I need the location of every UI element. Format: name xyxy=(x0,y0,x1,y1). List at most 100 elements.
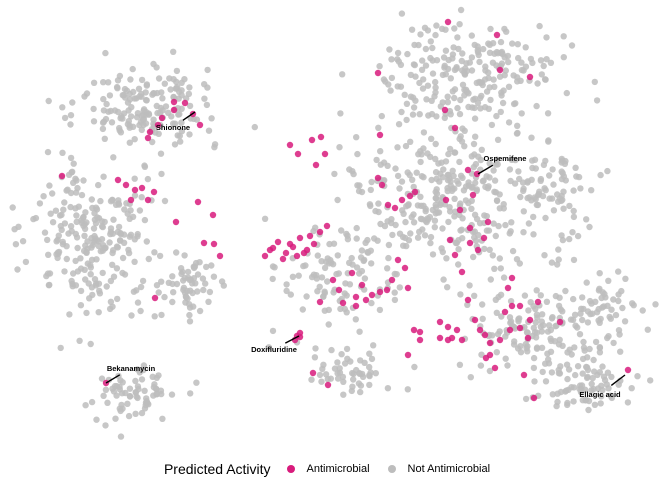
not-antimicrobial-points xyxy=(9,6,659,440)
point-not-antimicrobial xyxy=(525,307,532,314)
point-not-antimicrobial xyxy=(91,276,99,283)
point-not-antimicrobial xyxy=(468,54,476,61)
point-not-antimicrobial xyxy=(205,298,212,305)
point-not-antimicrobial xyxy=(300,262,307,270)
point-not-antimicrobial xyxy=(457,6,465,14)
point-not-antimicrobial xyxy=(445,218,452,226)
point-not-antimicrobial xyxy=(151,249,158,256)
point-not-antimicrobial xyxy=(547,59,555,66)
point-not-antimicrobial xyxy=(596,369,603,376)
point-not-antimicrobial xyxy=(106,239,113,246)
point-not-antimicrobial xyxy=(537,175,545,183)
point-not-antimicrobial xyxy=(486,367,494,375)
point-not-antimicrobial xyxy=(392,165,399,172)
point-not-antimicrobial xyxy=(470,140,478,148)
point-not-antimicrobial xyxy=(95,181,102,189)
point-not-antimicrobial xyxy=(105,108,112,115)
point-not-antimicrobial xyxy=(624,399,632,406)
point-not-antimicrobial xyxy=(485,105,492,113)
point-not-antimicrobial xyxy=(589,374,596,382)
point-not-antimicrobial xyxy=(539,368,546,376)
point-antimicrobial xyxy=(309,369,317,377)
point-not-antimicrobial xyxy=(58,211,65,219)
point-not-antimicrobial xyxy=(396,185,403,192)
point-antimicrobial xyxy=(362,296,370,304)
point-not-antimicrobial xyxy=(49,190,56,197)
point-not-antimicrobial xyxy=(437,170,444,177)
point-antimicrobial xyxy=(209,211,217,219)
point-not-antimicrobial xyxy=(592,298,599,305)
point-not-antimicrobial xyxy=(457,172,465,179)
point-antimicrobial xyxy=(296,234,304,242)
point-antimicrobial xyxy=(416,336,424,344)
point-not-antimicrobial xyxy=(95,280,103,287)
point-not-antimicrobial xyxy=(439,71,447,79)
point-not-antimicrobial xyxy=(131,258,138,265)
point-not-antimicrobial xyxy=(337,110,344,117)
point-not-antimicrobial xyxy=(432,188,439,196)
point-not-antimicrobial xyxy=(126,139,133,146)
point-not-antimicrobial xyxy=(560,54,567,61)
point-not-antimicrobial xyxy=(106,92,114,99)
point-not-antimicrobial xyxy=(126,96,134,103)
point-not-antimicrobial xyxy=(617,348,624,355)
point-not-antimicrobial xyxy=(99,125,107,133)
point-not-antimicrobial xyxy=(80,247,88,255)
point-not-antimicrobial xyxy=(429,44,436,52)
point-not-antimicrobial xyxy=(159,95,166,102)
point-not-antimicrobial xyxy=(140,106,148,113)
point-not-antimicrobial xyxy=(432,140,439,148)
point-not-antimicrobial xyxy=(574,232,582,240)
point-not-antimicrobial xyxy=(187,287,194,294)
point-antimicrobial xyxy=(335,286,343,294)
legend-title: Predicted Activity xyxy=(163,461,271,477)
point-not-antimicrobial xyxy=(548,259,556,266)
point-not-antimicrobial xyxy=(377,148,384,155)
point-not-antimicrobial xyxy=(114,77,122,84)
point-not-antimicrobial xyxy=(530,354,538,362)
point-not-antimicrobial xyxy=(99,119,107,126)
point-not-antimicrobial xyxy=(487,276,494,283)
point-not-antimicrobial xyxy=(584,354,591,361)
point-not-antimicrobial xyxy=(44,148,52,156)
point-not-antimicrobial xyxy=(544,328,552,335)
point-not-antimicrobial xyxy=(446,204,453,211)
point-not-antimicrobial xyxy=(596,285,603,292)
point-not-antimicrobial xyxy=(485,74,492,82)
point-not-antimicrobial xyxy=(451,94,458,102)
point-antimicrobial xyxy=(376,288,384,296)
point-not-antimicrobial xyxy=(45,251,52,258)
point-not-antimicrobial xyxy=(442,47,450,54)
point-not-antimicrobial xyxy=(578,382,586,389)
point-not-antimicrobial xyxy=(72,257,79,265)
point-not-antimicrobial xyxy=(178,87,185,94)
point-not-antimicrobial xyxy=(591,401,599,408)
point-not-antimicrobial xyxy=(610,296,617,303)
point-not-antimicrobial xyxy=(170,93,177,101)
point-not-antimicrobial xyxy=(394,172,402,180)
point-not-antimicrobial xyxy=(486,49,494,56)
point-not-antimicrobial xyxy=(145,255,152,263)
point-not-antimicrobial xyxy=(588,380,595,388)
annotation-leader-line xyxy=(105,374,121,384)
point-not-antimicrobial xyxy=(166,75,173,82)
point-not-antimicrobial xyxy=(339,71,346,78)
point-not-antimicrobial xyxy=(178,270,185,278)
point-not-antimicrobial xyxy=(380,76,388,83)
point-not-antimicrobial xyxy=(516,260,523,267)
point-not-antimicrobial xyxy=(420,129,428,136)
point-not-antimicrobial xyxy=(388,56,395,63)
point-antimicrobial xyxy=(368,291,376,299)
point-not-antimicrobial xyxy=(402,142,410,150)
point-not-antimicrobial xyxy=(555,256,562,263)
point-not-antimicrobial xyxy=(474,47,481,54)
point-not-antimicrobial xyxy=(472,160,480,168)
point-not-antimicrobial xyxy=(543,56,550,63)
point-not-antimicrobial xyxy=(442,26,449,33)
point-not-antimicrobial xyxy=(203,263,210,271)
point-not-antimicrobial xyxy=(389,231,396,239)
point-not-antimicrobial xyxy=(563,387,570,394)
point-not-antimicrobial xyxy=(554,398,561,406)
point-antimicrobial xyxy=(296,333,304,341)
point-not-antimicrobial xyxy=(338,351,345,358)
